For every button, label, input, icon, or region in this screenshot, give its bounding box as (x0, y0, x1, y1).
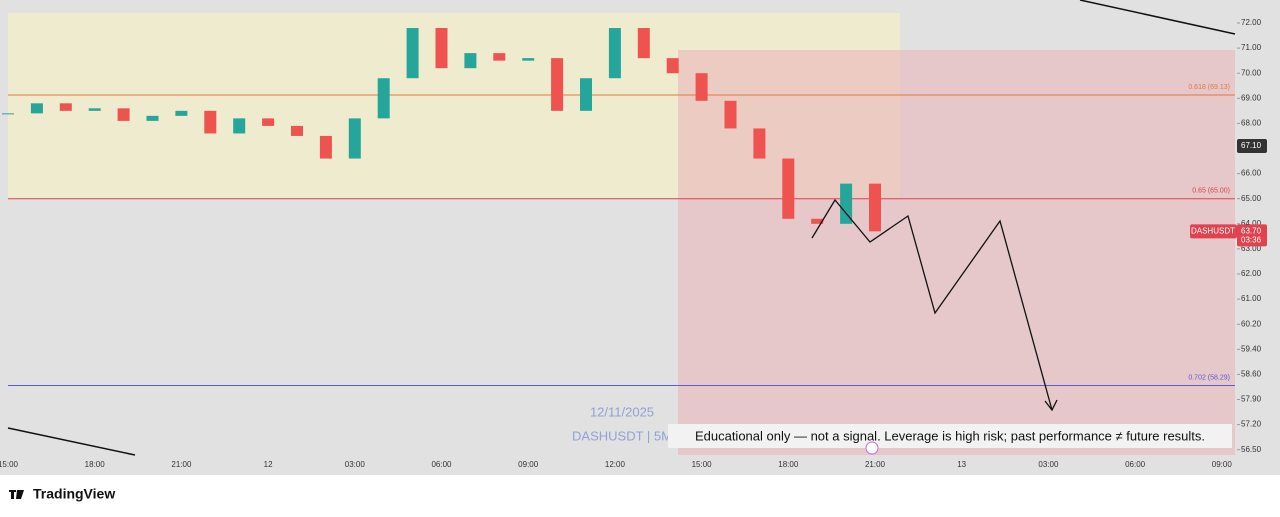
x-tick-label: 09:00 (518, 460, 539, 469)
disclaimer-box (668, 424, 1232, 448)
y-tick-label: 59.40 (1241, 344, 1262, 353)
fib-label: 0.618 (69.13) (1188, 84, 1230, 91)
crosshair-price-box (1237, 138, 1267, 153)
y-tick-label: 66.00 (1241, 169, 1262, 178)
candle (146, 115, 159, 121)
watermark-date: 12/11/2025 (590, 404, 654, 419)
fib-label: 0.702 (58.29) (1188, 374, 1230, 381)
x-tick-label: 13 (957, 460, 966, 469)
y-tick-label: 70.00 (1241, 68, 1262, 77)
x-tick-label: 06:00 (431, 460, 452, 469)
x-tick-label: 18:00 (85, 460, 106, 469)
red-zone (678, 50, 1235, 455)
time-axis (0, 457, 1237, 475)
projection-arrow (1044, 399, 1058, 412)
candle (377, 78, 390, 119)
y-tick-label: 63.00 (1241, 244, 1262, 253)
candle (811, 218, 824, 224)
candle (666, 58, 679, 74)
y-tick-label: 56.50 (1241, 445, 1262, 454)
y-tick-label: 65.00 (1241, 194, 1262, 203)
candle (840, 183, 853, 224)
x-tick-label: 03:00 (345, 460, 366, 469)
candle (262, 118, 275, 126)
x-tick-label: 15:00 (0, 460, 19, 469)
candle (88, 108, 101, 111)
y-tick-label: 58.60 (1241, 370, 1262, 379)
y-tick-label: 72.00 (1241, 18, 1262, 27)
candle (348, 118, 361, 159)
price-tag-symbol: DASHUSDT (1191, 226, 1235, 235)
trend-line (1079, 0, 1236, 35)
candle (319, 135, 332, 159)
candle (695, 73, 708, 101)
x-tick-label: 12:00 (605, 460, 626, 469)
candle (608, 28, 621, 79)
candle (637, 28, 650, 59)
candle (753, 128, 766, 159)
fib-label: 0.65 (65.00) (1192, 188, 1230, 195)
candle (117, 108, 130, 121)
candle (724, 100, 737, 129)
candle (869, 183, 881, 232)
x-tick-label: 18:00 (778, 460, 799, 469)
candle (2, 113, 14, 115)
y-tick-label: 61.00 (1241, 294, 1262, 303)
brand-logo (9, 490, 24, 499)
x-tick-label: 15:00 (692, 460, 713, 469)
disclaimer: Educational only — not a signal. Leverag… (695, 428, 1205, 443)
x-tick-label: 21:00 (865, 460, 886, 469)
y-tick-label: 57.90 (1241, 395, 1262, 404)
candle (580, 78, 592, 111)
candle (493, 53, 506, 61)
candle (30, 103, 43, 114)
candle (782, 158, 795, 219)
price-tag-box (1237, 224, 1267, 247)
y-tick-label: 64.00 (1241, 219, 1262, 228)
y-tick-label: 71.00 (1241, 43, 1262, 52)
candle (233, 118, 246, 134)
price-tag-price: 63.70 (1241, 226, 1262, 235)
projection-path (811, 198, 1053, 411)
y-tick-label: 60.20 (1241, 319, 1262, 328)
price-tag-symbol-box (1190, 224, 1237, 239)
x-tick-label: 21:00 (171, 460, 192, 469)
x-tick-label: 12 (264, 460, 273, 469)
candle (291, 125, 303, 136)
candle (551, 58, 564, 111)
watermark-symbol: DASHUSDT | 5M (572, 428, 672, 443)
y-tick-label: 68.00 (1241, 119, 1262, 128)
price-tag-countdown: 03:36 (1241, 235, 1262, 244)
brand-name: TradingView (33, 486, 115, 502)
candle (406, 28, 419, 79)
candle (175, 110, 188, 116)
candle (59, 103, 72, 111)
x-tick-label: 06:00 (1125, 460, 1146, 469)
x-tick-label: 09:00 (1212, 460, 1233, 469)
candle (464, 53, 477, 69)
y-tick-label: 62.00 (1241, 269, 1262, 278)
x-tick-label: 03:00 (1038, 460, 1059, 469)
candle (204, 110, 217, 134)
event-icon[interactable] (865, 441, 879, 455)
candle (522, 58, 535, 61)
candle (435, 28, 448, 69)
y-tick-label: 69.00 (1241, 93, 1262, 102)
y-tick-label: 57.20 (1241, 420, 1262, 429)
trend-line (7, 427, 136, 456)
crosshair-price: 67.10 (1241, 141, 1262, 150)
